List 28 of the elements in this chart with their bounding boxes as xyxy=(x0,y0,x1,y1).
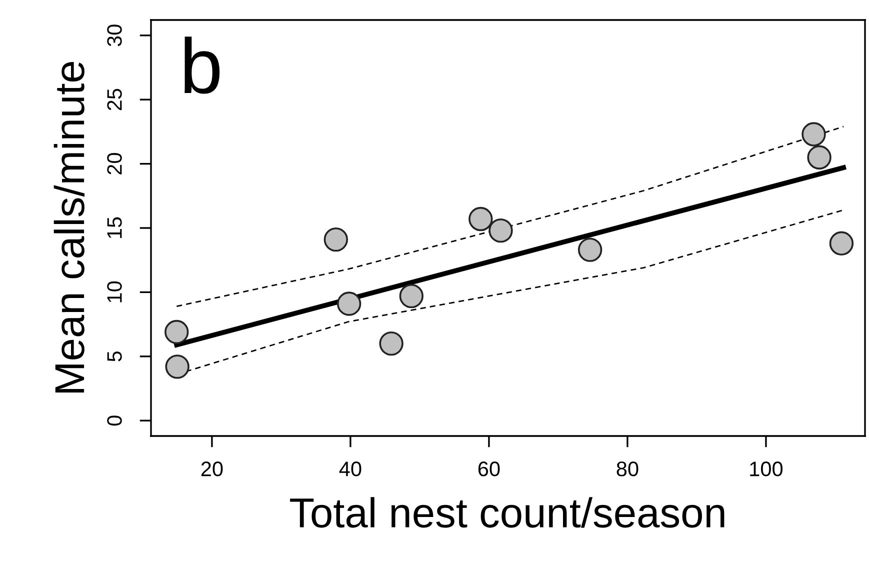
point xyxy=(802,122,826,146)
y-tick-label: 0 xyxy=(107,416,122,426)
line-series xyxy=(176,126,844,308)
point xyxy=(829,231,854,256)
y-tick-label: 10 xyxy=(107,281,122,302)
point xyxy=(336,292,362,316)
x-axis-title: Total nest count/season xyxy=(290,497,724,528)
y-tick-label: 25 xyxy=(107,88,122,110)
point xyxy=(488,218,513,243)
y-tick-label: 30 xyxy=(107,24,122,46)
x-tick-label: 80 xyxy=(616,462,638,476)
y-tick-label: 5 xyxy=(107,351,122,362)
annotation: b xyxy=(184,36,220,94)
point xyxy=(324,227,348,252)
x-tick-label: 40 xyxy=(339,462,362,476)
y-tick-label: 20 xyxy=(107,153,122,174)
point xyxy=(164,320,189,344)
x-tick-label: 100 xyxy=(750,462,783,476)
point xyxy=(578,238,602,262)
x-tick-label: 20 xyxy=(201,462,223,476)
point xyxy=(468,206,493,232)
point xyxy=(399,284,424,308)
y-tick-label: 15 xyxy=(107,217,122,238)
point xyxy=(807,145,832,170)
x-tick-label: 60 xyxy=(478,462,500,476)
y-axis-title: Mean calls/minute xyxy=(54,62,84,392)
point xyxy=(379,331,404,356)
point xyxy=(165,354,190,379)
